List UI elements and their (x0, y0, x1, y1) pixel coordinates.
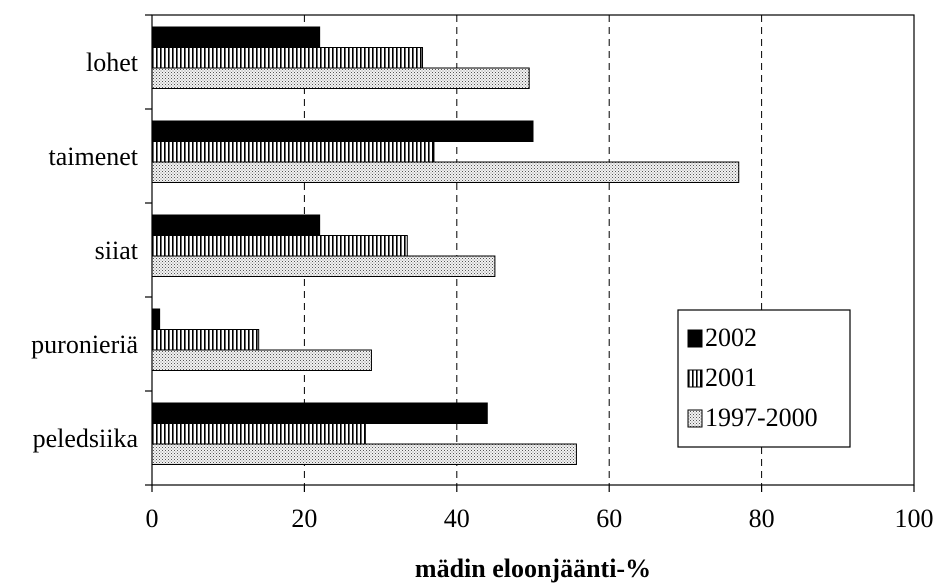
axis-ticks (145, 14, 915, 492)
x-tick-label: 40 (444, 504, 470, 533)
gridlines (303, 15, 763, 485)
legend-box (677, 309, 851, 448)
plot-area-frame (151, 14, 915, 486)
legend-label: 2002 (705, 323, 757, 352)
bar-lohet-2002 (151, 26, 321, 48)
axis-labels: lohet taimenet siiat puronieriä peledsiika 0 2… (31, 48, 933, 533)
bar-puronieriä-2002 (151, 308, 161, 330)
legend: 2002 2001 1997-2000 (677, 309, 851, 448)
bar-taimenet-2002 (151, 120, 534, 142)
axes (151, 14, 915, 486)
legend-label: 1997-2000 (705, 403, 818, 432)
bar-siiat-2001 (151, 235, 408, 257)
category-label: taimenet (48, 142, 138, 171)
legend-swatch (687, 369, 703, 388)
category-label: peledsiika (33, 424, 139, 453)
bar-lohet-1997-2000 (151, 67, 530, 89)
x-tick-label: 80 (749, 504, 775, 533)
x-tick-label: 20 (291, 504, 317, 533)
bar-peledsiika-1997-2000 (151, 443, 577, 465)
legend-swatch (687, 409, 703, 428)
bar-puronieriä-2001 (151, 329, 260, 351)
category-label: puronieriä (31, 330, 138, 359)
legend-swatch (687, 329, 703, 348)
bar-puronieriä-1997-2000 (151, 349, 372, 371)
bar-peledsiika-2002 (151, 402, 488, 424)
bars (151, 26, 740, 465)
category-label: lohet (86, 48, 139, 77)
bar-siiat-1997-2000 (151, 255, 496, 277)
x-axis-title: mädin eloonjäänti-% (415, 554, 651, 583)
x-tick-label: 60 (596, 504, 622, 533)
category-label: siiat (95, 236, 139, 265)
bar-taimenet-2001 (151, 141, 435, 163)
bar-taimenet-1997-2000 (151, 161, 740, 183)
legend-label: 2001 (705, 363, 757, 392)
bar-siiat-2002 (151, 214, 321, 236)
x-tick-label: 0 (146, 504, 159, 533)
x-tick-label: 100 (895, 504, 934, 533)
bar-peledsiika-2001 (151, 423, 366, 445)
bar-lohet-2001 (151, 47, 424, 69)
